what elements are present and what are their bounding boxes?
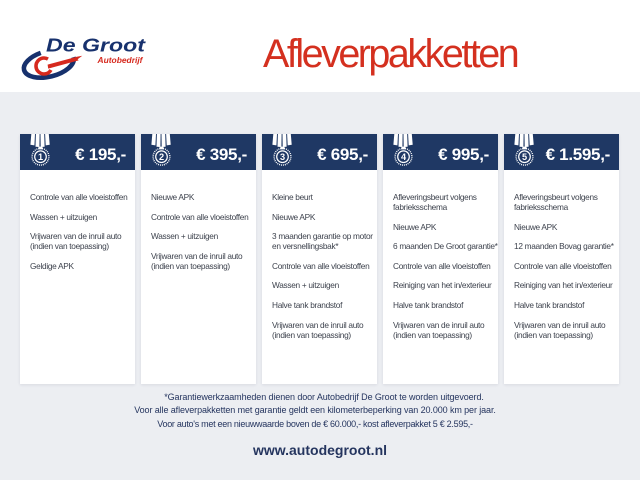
svg-text:4: 4	[401, 152, 407, 162]
svg-text:Autobedrijf: Autobedrijf	[96, 56, 143, 65]
svg-text:5: 5	[522, 152, 527, 162]
svg-text:3: 3	[280, 152, 285, 162]
svg-text:De Groot: De Groot	[46, 36, 146, 56]
svg-text:1: 1	[38, 152, 43, 162]
svg-text:2: 2	[159, 152, 164, 162]
